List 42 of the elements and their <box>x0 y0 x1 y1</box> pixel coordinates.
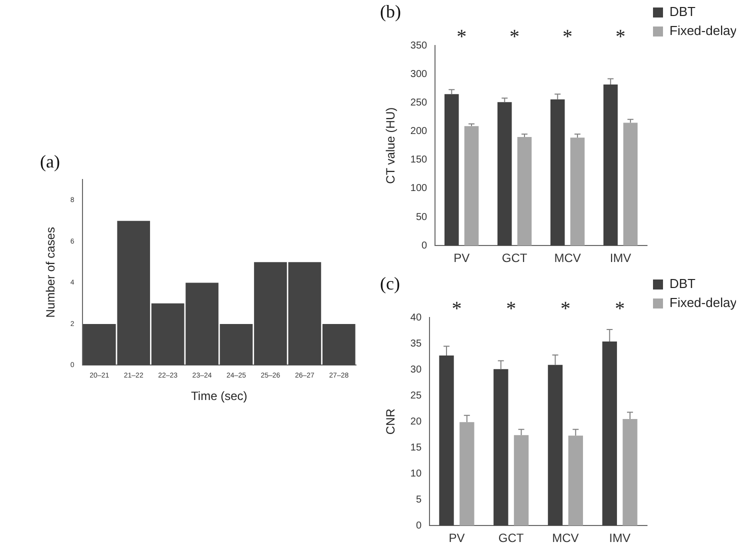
annotation: * <box>510 26 520 48</box>
y-tick-label: 30 <box>410 364 422 376</box>
x-tick-label: MCV <box>554 251 581 266</box>
x-axis-title: Time (sec) <box>191 389 248 404</box>
y-tick-label: 300 <box>410 68 428 80</box>
x-tick-label: IMV <box>610 251 632 266</box>
chart-title: (c) <box>380 274 400 294</box>
y-tick-label: 25 <box>410 390 422 402</box>
x-tick-label: PV <box>448 531 465 546</box>
annotation: * <box>452 298 462 320</box>
y-tick-label: 350 <box>410 40 428 52</box>
y-tick-label: 5 <box>416 494 422 506</box>
y-tick-label: 35 <box>410 338 422 350</box>
y-tick-label: 40 <box>410 312 422 324</box>
x-tick-label: GCT <box>498 531 524 546</box>
legend-label: DBT <box>670 4 696 20</box>
y-tick-label: 150 <box>410 154 428 166</box>
y-tick-label: 10 <box>410 468 422 480</box>
x-tick-label: MCV <box>552 531 579 546</box>
y-tick-label: 50 <box>416 212 428 223</box>
y-tick-label: 250 <box>410 97 428 108</box>
x-tick-label: IMV <box>609 531 630 546</box>
y-axis-title: CNR <box>384 408 398 435</box>
y-tick-label: 0 <box>416 520 422 532</box>
y-axis-title: CT value (HU) <box>384 107 398 184</box>
annotation: * <box>560 298 570 320</box>
annotation: * <box>562 26 573 48</box>
annotation: * <box>614 298 625 320</box>
chart-title: (a) <box>40 152 60 172</box>
y-tick-label: 15 <box>410 442 422 454</box>
x-tick-label: GCT <box>502 251 528 266</box>
annotation: * <box>616 26 626 48</box>
y-tick-label: 20 <box>410 416 422 428</box>
y-tick-label: 0 <box>422 240 428 252</box>
annotation: * <box>456 26 467 48</box>
annotation: * <box>506 298 516 320</box>
x-tick-label: PV <box>454 251 470 266</box>
legend-label: DBT <box>670 276 696 292</box>
y-tick-label: 200 <box>410 126 428 138</box>
chart-title: (b) <box>380 2 401 22</box>
y-tick-label: 100 <box>410 183 428 194</box>
y-axis-title: Number of cases <box>44 227 58 318</box>
